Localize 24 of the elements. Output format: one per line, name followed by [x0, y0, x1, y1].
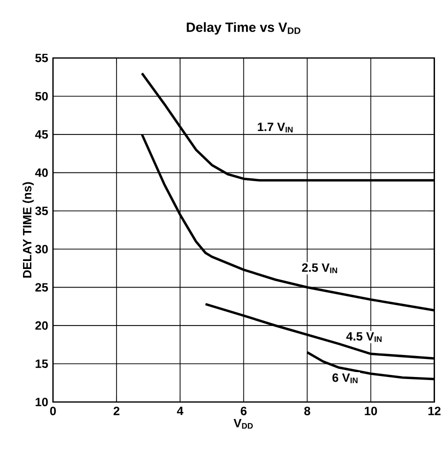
y-tick-label: 10 [36, 398, 48, 406]
annotation: 2.5 V$_{IN}$ [302, 263, 338, 274]
y-tick-label: 45 [35, 130, 48, 139]
annotation: 4.5 V$_{IN}$ [346, 332, 382, 342]
y-tick-label: 55 [35, 54, 48, 62]
y-tick-label: 35 [35, 206, 48, 216]
chart-title: Delay Time vs V$_{DD}$ [186, 22, 300, 35]
x-axis-title: V$_{DD}$ [234, 419, 253, 429]
annotation: 6 V$_{IN}$ [332, 373, 358, 384]
x-tick-label: 10 [364, 406, 377, 416]
y-tick-label: 25 [35, 283, 48, 292]
y-tick-label: 40 [35, 168, 48, 177]
annotation: 1.7 V$_{IN}$ [258, 122, 293, 132]
y-tick-label: 15 [36, 360, 48, 368]
y-axis-title: DELAY TIME (ns) [22, 182, 34, 278]
y-tick-label: 30 [35, 244, 48, 254]
x-tick-label: 0 [50, 406, 56, 416]
x-tick-label: 4 [176, 406, 184, 415]
y-tick-label: 50 [35, 92, 48, 100]
x-tick-label: 8 [304, 406, 310, 416]
y-tick-label: 20 [35, 321, 48, 330]
x-tick-label: 6 [240, 406, 247, 416]
x-tick-label: 12 [428, 406, 441, 416]
x-tick-label: 2 [114, 406, 120, 416]
